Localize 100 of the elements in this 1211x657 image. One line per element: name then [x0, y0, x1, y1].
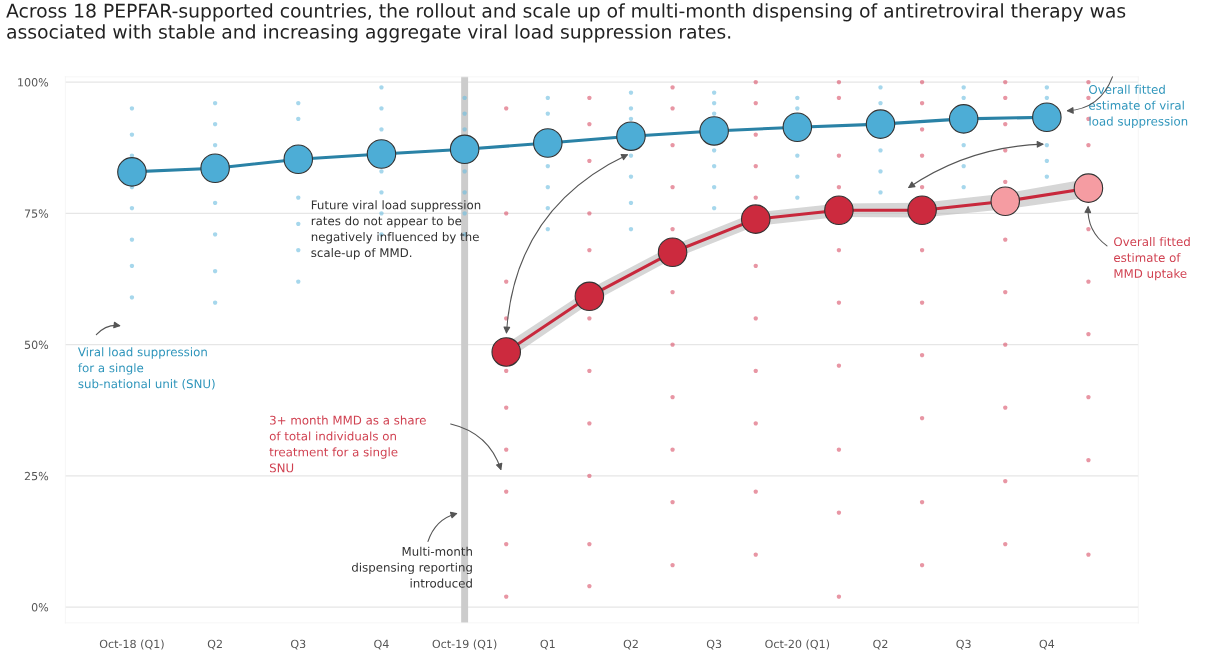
point [504, 106, 509, 111]
point [865, 109, 896, 139]
point [616, 121, 646, 151]
y-tick-label: 50% [24, 340, 49, 349]
point [1003, 289, 1008, 295]
point [670, 447, 675, 452]
point [212, 200, 218, 206]
point [1086, 457, 1091, 463]
point [129, 263, 135, 269]
point [533, 128, 563, 158]
point [628, 90, 634, 95]
point [296, 116, 301, 122]
point [587, 421, 592, 426]
point [699, 116, 729, 146]
point [1003, 179, 1008, 185]
point [919, 562, 925, 568]
point [1003, 121, 1008, 127]
point [545, 163, 550, 169]
point [1003, 79, 1008, 85]
point [836, 79, 842, 85]
y-tick-label: 25% [24, 471, 49, 481]
point [1003, 342, 1008, 347]
point [753, 132, 758, 137]
point [1003, 405, 1008, 410]
point [1086, 95, 1091, 101]
point [379, 106, 384, 111]
point [1003, 478, 1008, 484]
point [961, 85, 966, 90]
point [907, 195, 937, 225]
point [1044, 85, 1050, 90]
point [117, 157, 147, 187]
point [753, 195, 758, 200]
point [670, 184, 675, 190]
x-tick-label: Oct-18 (Q1) [99, 639, 164, 650]
point [1086, 226, 1091, 232]
point [212, 300, 218, 305]
point [919, 127, 925, 132]
point [1086, 331, 1091, 337]
point [129, 153, 135, 158]
point [919, 100, 925, 106]
point [491, 337, 522, 367]
point [462, 111, 467, 116]
point [740, 204, 771, 234]
point [504, 211, 509, 216]
point [587, 121, 592, 127]
point [504, 279, 509, 284]
point [504, 405, 509, 410]
point [753, 552, 758, 557]
point [628, 106, 634, 111]
point [587, 95, 592, 101]
point [129, 205, 135, 211]
x-tick-label: Q4 [374, 639, 389, 650]
point [504, 541, 509, 547]
point [1044, 158, 1050, 164]
point [919, 79, 925, 85]
point [795, 174, 800, 179]
point [670, 394, 675, 400]
point [545, 111, 550, 116]
point [628, 174, 634, 179]
point [1003, 541, 1008, 547]
x-tick-label: Oct-20 (Q1) [765, 639, 830, 650]
point [878, 85, 883, 90]
point [212, 100, 218, 106]
point [670, 342, 675, 347]
annotation: Overall fitted estimate of viral load suppression [1089, 84, 1188, 128]
point [545, 226, 550, 232]
point [545, 184, 550, 190]
point [1003, 237, 1008, 242]
point [379, 85, 384, 90]
y-tick-label: 100% [18, 78, 49, 87]
point [670, 499, 675, 505]
point [824, 195, 854, 225]
point [961, 184, 966, 190]
x-tick-label: Oct-19 (Q1) [432, 639, 497, 650]
point [296, 247, 301, 253]
annotation: 3+ month MMD as a share of total individuals on treatment for a single SNU [269, 415, 426, 473]
point [795, 153, 800, 158]
point [836, 594, 842, 599]
point [462, 190, 467, 195]
point [1086, 279, 1091, 284]
point [1086, 79, 1091, 85]
point [504, 489, 509, 494]
x-tick-label: Q2 [623, 639, 638, 650]
point [753, 263, 758, 269]
text: Overall fitted estimate of MMD uptake [1114, 236, 1190, 281]
point [919, 300, 925, 305]
point [990, 186, 1021, 217]
point [795, 106, 800, 111]
point [961, 95, 966, 101]
point [212, 121, 218, 127]
point [628, 200, 634, 206]
point [836, 95, 842, 101]
point [379, 190, 384, 195]
point [836, 300, 842, 305]
point [628, 153, 634, 158]
point [296, 100, 301, 106]
point [878, 169, 883, 174]
point [379, 127, 384, 132]
point [587, 583, 592, 589]
point [628, 226, 634, 232]
